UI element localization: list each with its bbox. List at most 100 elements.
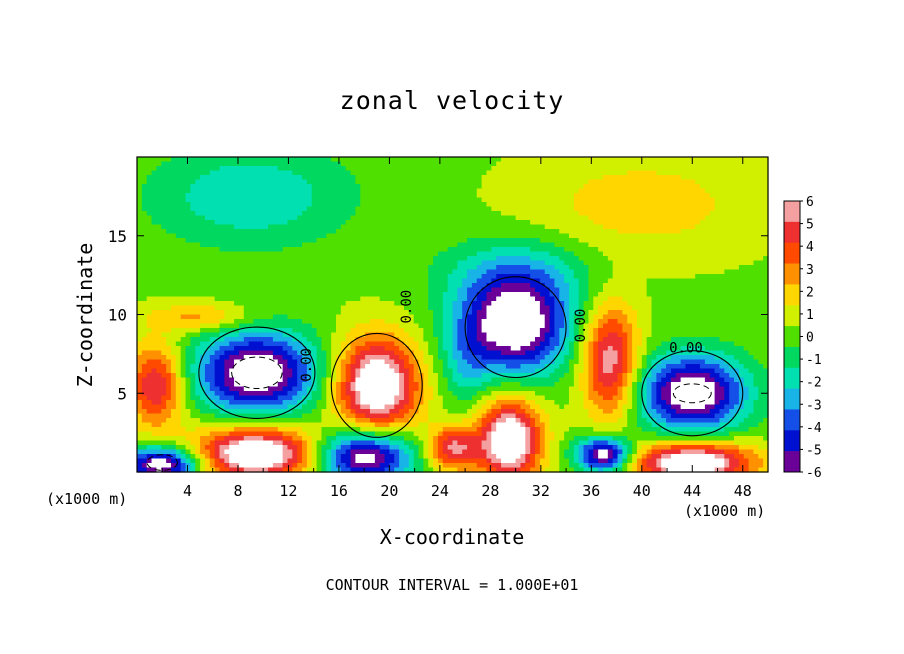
field-cell	[437, 193, 444, 199]
field-cell	[685, 269, 691, 275]
field-cell	[214, 319, 221, 325]
field-cell	[670, 296, 677, 302]
field-cell	[457, 224, 463, 230]
field-cell	[680, 256, 687, 262]
field-cell	[486, 238, 492, 244]
field-cell	[277, 157, 284, 163]
field-cell	[695, 206, 701, 212]
field-cell	[277, 319, 284, 325]
field-cell	[578, 265, 585, 271]
field-cell	[496, 233, 502, 239]
field-cell	[530, 260, 536, 266]
field-cell	[287, 328, 293, 334]
field-cell	[651, 260, 657, 266]
field-cell	[234, 328, 240, 334]
field-cell	[433, 292, 439, 298]
field-cell	[515, 188, 522, 194]
field-cell	[675, 301, 682, 307]
field-cell	[535, 269, 541, 275]
field-cell	[501, 242, 507, 248]
field-cell	[481, 274, 488, 280]
field-cell	[515, 251, 522, 257]
field-cell	[632, 260, 638, 266]
field-cell	[384, 179, 390, 185]
field-cell	[161, 301, 167, 307]
field-cell	[457, 170, 463, 176]
field-cell	[675, 314, 682, 320]
field-cell	[714, 319, 721, 325]
field-cell	[369, 238, 376, 244]
field-cell	[277, 251, 284, 257]
field-cell	[326, 247, 332, 253]
field-cell	[452, 305, 458, 311]
field-cell	[559, 265, 565, 271]
field-cell	[501, 238, 507, 244]
field-cell	[539, 283, 546, 289]
field-cell	[685, 229, 691, 235]
field-cell	[185, 278, 191, 284]
field-cell	[234, 179, 240, 185]
field-cell	[743, 251, 750, 257]
field-cell	[297, 301, 303, 307]
field-cell	[685, 220, 691, 226]
field-cell	[593, 224, 599, 230]
field-cell	[471, 283, 478, 289]
field-cell	[568, 224, 575, 230]
field-cell	[530, 314, 536, 320]
field-cell	[442, 224, 449, 230]
field-cell	[709, 206, 716, 212]
field-cell	[292, 251, 298, 257]
field-cell	[646, 224, 653, 230]
field-cell	[209, 161, 216, 167]
field-cell	[141, 166, 148, 172]
field-cell	[501, 161, 507, 167]
field-cell	[476, 278, 483, 284]
field-cell	[525, 323, 531, 329]
field-cell	[282, 296, 289, 302]
field-cell	[297, 296, 303, 302]
field-cell	[331, 238, 337, 244]
field-cell	[394, 301, 400, 307]
field-cell	[656, 175, 662, 181]
field-cell	[520, 314, 526, 320]
field-cell	[598, 161, 604, 167]
field-cell	[462, 265, 468, 271]
field-cell	[141, 292, 148, 298]
field-cell	[234, 161, 240, 167]
field-cell	[588, 314, 594, 320]
field-cell	[272, 206, 279, 212]
field-cell	[462, 170, 468, 176]
field-cell	[350, 301, 357, 307]
field-cell	[204, 260, 211, 266]
field-cell	[578, 310, 585, 316]
field-cell	[141, 247, 148, 253]
field-cell	[219, 220, 225, 226]
field-cell	[340, 260, 347, 266]
field-cell	[530, 193, 536, 199]
field-cell	[326, 224, 332, 230]
field-cell	[166, 269, 172, 275]
field-cell	[738, 287, 745, 293]
field-cell	[544, 206, 551, 212]
field-cell	[195, 287, 201, 293]
field-cell	[666, 310, 672, 316]
field-cell	[394, 283, 400, 289]
field-cell	[408, 193, 415, 199]
field-cell	[229, 175, 235, 181]
field-cell	[714, 229, 721, 235]
field-cell	[549, 247, 556, 253]
field-cell	[185, 242, 191, 248]
field-cell	[200, 242, 206, 248]
field-cell	[666, 269, 672, 275]
field-cell	[763, 287, 769, 293]
field-cell	[224, 256, 230, 262]
field-cell	[505, 170, 512, 176]
field-cell	[695, 202, 701, 208]
field-cell	[326, 301, 332, 307]
field-cell	[360, 314, 366, 320]
field-cell	[403, 314, 410, 320]
field-cell	[476, 251, 483, 257]
field-cell	[345, 265, 352, 271]
field-cell	[554, 287, 560, 293]
field-cell	[408, 242, 415, 248]
